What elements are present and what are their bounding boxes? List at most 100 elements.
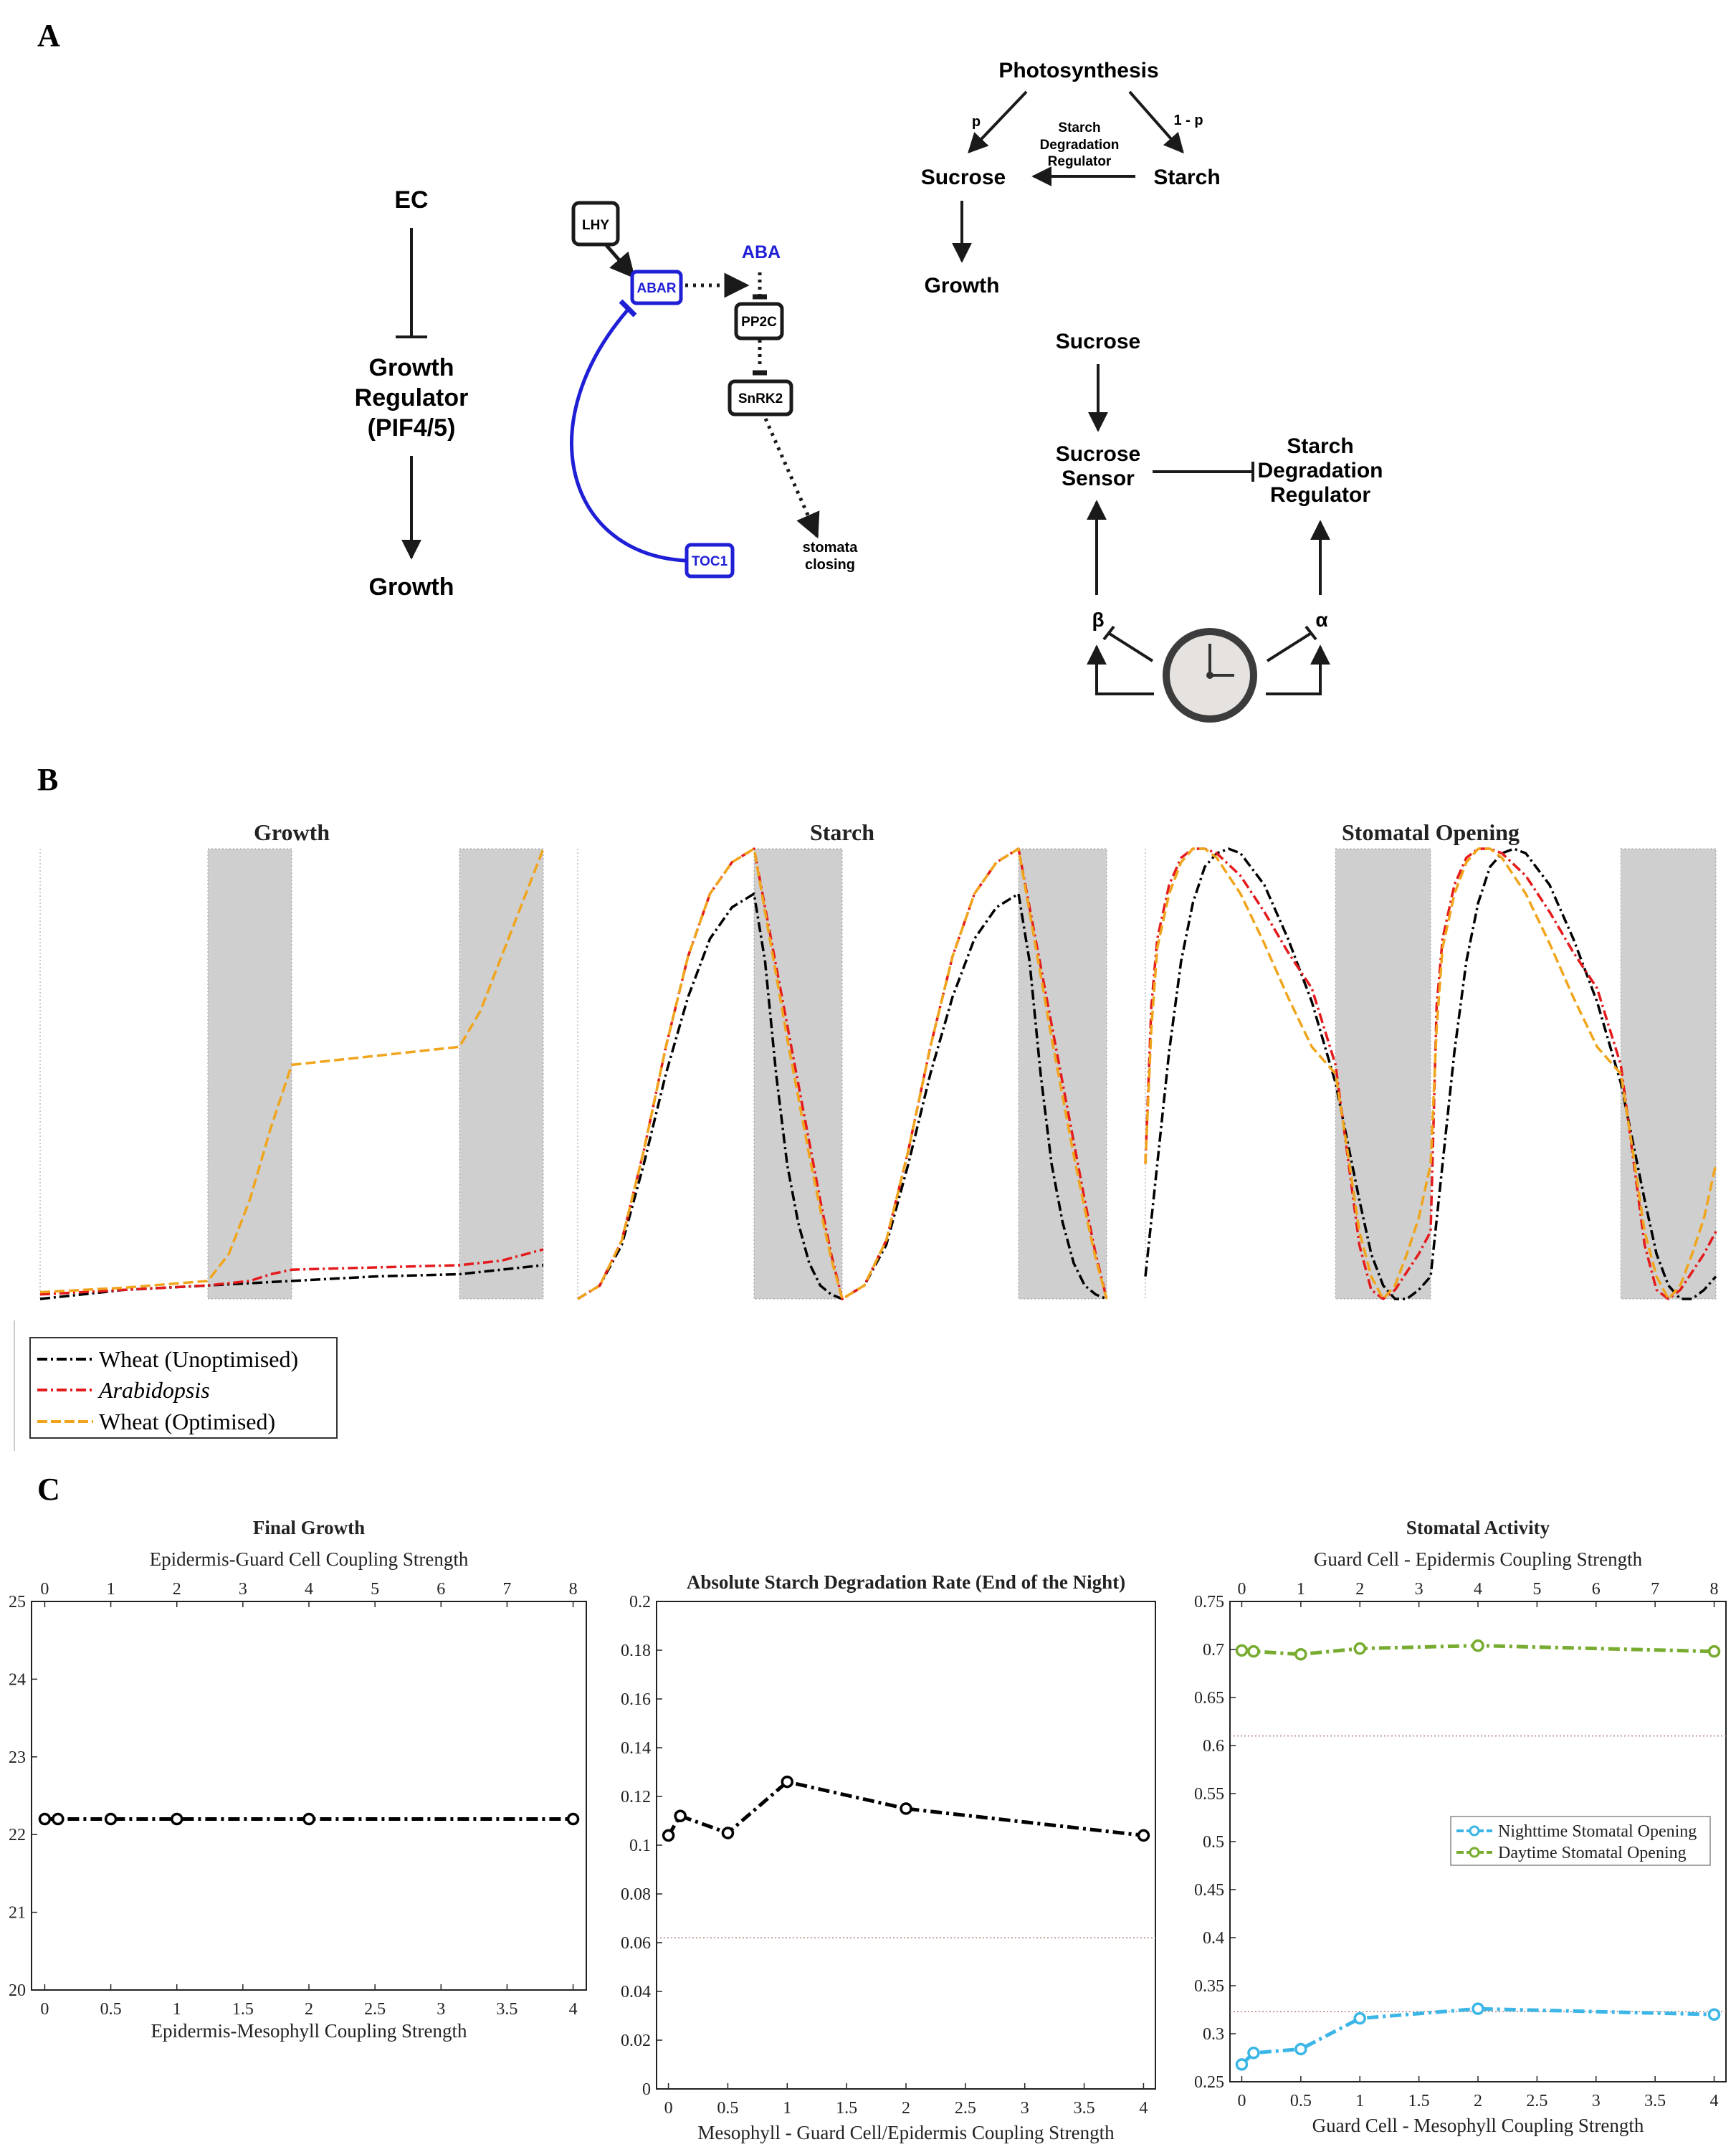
starch_degradation-x-tick-label-3: 1.5: [836, 2099, 857, 2118]
starch-title: Starch: [810, 819, 874, 845]
clock-icon: [1163, 628, 1257, 723]
arrow-clock-alpha: [1266, 644, 1330, 695]
final_growth-y-tick-label-4: 24: [9, 1670, 26, 1689]
chart-stomatal_activity: Stomatal Activity Guard Cell - Epidermis …: [1194, 1517, 1727, 2136]
stomatal_activity-legend-label-1: Daytime Stomatal Opening: [1498, 1844, 1687, 1862]
label-one-minus-p: 1 - p: [1173, 113, 1203, 128]
stomatal_activity-x-tick-label-8: 4: [1710, 2092, 1719, 2110]
arrow-photo-sucrose: [968, 90, 1028, 154]
stomatal-dark-period-1: [1620, 848, 1717, 1300]
starch_degradation-x-tick-label-6: 3: [1021, 2099, 1029, 2118]
chart-growth: Growth: [39, 819, 545, 1300]
inhibit-line-alpha: [1266, 632, 1312, 662]
final_growth-top-tick-label-4: 4: [305, 1580, 313, 1599]
arrow-snrk2-closing: [763, 417, 820, 539]
stomatal_activity-y-tick-label-7: 0.6: [1203, 1737, 1224, 1756]
final_growth-series-0-point-0: [38, 1812, 52, 1826]
stomatal_activity-series-0-point-5: [1707, 2008, 1721, 2021]
stomatal_activity-series-1-point-4: [1472, 1639, 1484, 1652]
label-closing: closing: [805, 557, 855, 573]
node-lhy: LHY: [582, 218, 609, 233]
stomatal_activity-top-tick-label-8: 8: [1710, 1580, 1719, 1599]
arrow-clock-beta: [1087, 644, 1154, 695]
panel-label-c: C: [37, 1472, 60, 1507]
node-toc1: TOC1: [692, 554, 728, 569]
starch_degradation-x-tick-label-0: 0: [664, 2099, 673, 2118]
stomatal_activity-x-tick-label-3: 1.5: [1408, 2092, 1430, 2110]
starch-series-2: [577, 847, 1108, 1300]
chart-stomatal: Stomatal Opening: [1144, 819, 1717, 1300]
stomatal_activity-y-tick-label-4: 0.45: [1194, 1881, 1224, 1900]
final_growth-y-tick-label-2: 22: [9, 1826, 26, 1844]
final_growth-top-tick-label-2: 2: [173, 1580, 181, 1599]
stomatal_activity-title: Stomatal Activity: [1406, 1517, 1550, 1538]
stomatal_activity-x-tick-label-1: 0.5: [1290, 2092, 1312, 2110]
final_growth-x-tick-label-1: 0.5: [100, 2000, 122, 2019]
starch_degradation-y-tick-label-4: 0.08: [621, 1885, 651, 1904]
final_growth-x-tick-label-3: 1.5: [232, 2000, 254, 2019]
final_growth-top-tick-label-6: 6: [437, 1580, 445, 1599]
starch_degradation-y-tick-label-10: 0.2: [629, 1593, 651, 1611]
label-stomata: stomata: [803, 540, 859, 556]
stomatal_activity-series-1-point-0: [1235, 1644, 1249, 1657]
stomatal_activity-series-0-point-3: [1353, 2011, 1366, 2025]
arrow-lhy-abar: [604, 243, 636, 279]
stomatal_activity-series-0-point-1: [1247, 2047, 1260, 2060]
node-snrk2: SnRK2: [738, 391, 783, 406]
chart-starch: Starch: [577, 819, 1108, 1300]
final_growth-x-tick-label-4: 2: [305, 2000, 313, 2019]
stomatal_activity-y-tick-label-1: 0.3: [1203, 2025, 1224, 2044]
growth-dark-period-0: [207, 848, 292, 1300]
stomatal_activity-y-tick-label-5: 0.5: [1203, 1833, 1224, 1852]
chart-final_growth: Final Growth Epidermis-Guard Cell Couplin…: [9, 1517, 587, 2042]
stomatal_activity-top-tick-label-7: 7: [1651, 1580, 1659, 1599]
stomatal_activity-legend-label-0: Nighttime Stomatal Opening: [1498, 1822, 1697, 1841]
final_growth-top-tick-label-8: 8: [569, 1580, 578, 1599]
stomatal_activity-top-tick-label-1: 1: [1297, 1580, 1305, 1599]
final_growth-top-tick-label-1: 1: [107, 1580, 115, 1599]
node-abar-box: [630, 270, 683, 305]
growth-series-1: [39, 1248, 544, 1296]
stomatal_activity-y-tick-label-10: 0.75: [1194, 1593, 1224, 1611]
node-growth: Growth: [369, 573, 454, 601]
stomatal_activity-top-tick-label-2: 2: [1355, 1580, 1364, 1599]
stomatal_activity-series-1-point-5: [1707, 1644, 1721, 1658]
label-regulator-small-1: Starch: [1058, 120, 1100, 135]
final_growth-title: Final Growth: [253, 1517, 365, 1538]
stomatal_activity-series-1-point-1: [1247, 1644, 1260, 1658]
stomatal_activity-y-tick-label-9: 0.7: [1203, 1641, 1224, 1660]
final_growth-top-tick-label-0: 0: [40, 1580, 49, 1599]
inhibit-bar-toc1: [619, 299, 637, 318]
node-sucrose-clock: Sucrose: [1056, 330, 1140, 353]
stomatal_activity-x-axis-label: Guard Cell - Mesophyll Coupling Strength: [1312, 2115, 1644, 2136]
starch_degradation-y-tick-label-7: 0.14: [621, 1739, 651, 1758]
starch_degradation-x-tick-label-8: 4: [1139, 2099, 1148, 2118]
final_growth-x-tick-label-8: 4: [569, 2000, 578, 2019]
stomatal_activity-x-tick-label-0: 0: [1237, 2092, 1246, 2110]
starch_degradation-x-axis-label: Mesophyll - Guard Cell/Epidermis Couplin…: [697, 2122, 1115, 2143]
legend-b-label-arabidopsis: Arabidopsis: [97, 1377, 210, 1403]
chart-starch_degradation: Absolute Starch Degradation Rate (End of…: [621, 1571, 1156, 2143]
final_growth-top-tick-label-5: 5: [371, 1580, 379, 1599]
stomatal_activity-y-tick-label-8: 0.65: [1194, 1689, 1224, 1708]
node-photosynthesis: Photosynthesis: [998, 59, 1158, 82]
starch_degradation-x-tick-label-7: 3.5: [1074, 2099, 1095, 2118]
arrow-photo-starch: [1128, 90, 1184, 154]
final_growth-x-axis-label: Epidermis-Mesophyll Coupling Strength: [151, 2020, 467, 2042]
panel-label-a: A: [37, 18, 60, 53]
inhibit-line-beta: [1108, 632, 1154, 662]
legend-b: Wheat (Unoptimised) Arabidopsis Wheat (O…: [14, 1320, 338, 1451]
starch_degradation-series-0-point-4: [900, 1802, 912, 1815]
stomatal_activity-top-tick-label-3: 3: [1415, 1580, 1423, 1599]
stomatal_activity-x-tick-label-2: 1: [1355, 2092, 1364, 2110]
stomatal_activity-y-tick-label-3: 0.4: [1203, 1929, 1224, 1948]
stomatal_activity-series-0-point-0: [1235, 2058, 1249, 2071]
inhibit-bar-beta: [1102, 625, 1115, 641]
growth-series-2: [39, 848, 545, 1294]
node-ec: EC: [394, 186, 428, 214]
node-alpha: α: [1315, 609, 1327, 631]
stomatal_activity-top-tick-label-4: 4: [1474, 1580, 1482, 1599]
final_growth-y-tick-label-3: 23: [9, 1748, 26, 1767]
diagram-aba-pathway: LHY ABAR ABA PP2C SnRK2 stomata closing …: [570, 201, 859, 579]
